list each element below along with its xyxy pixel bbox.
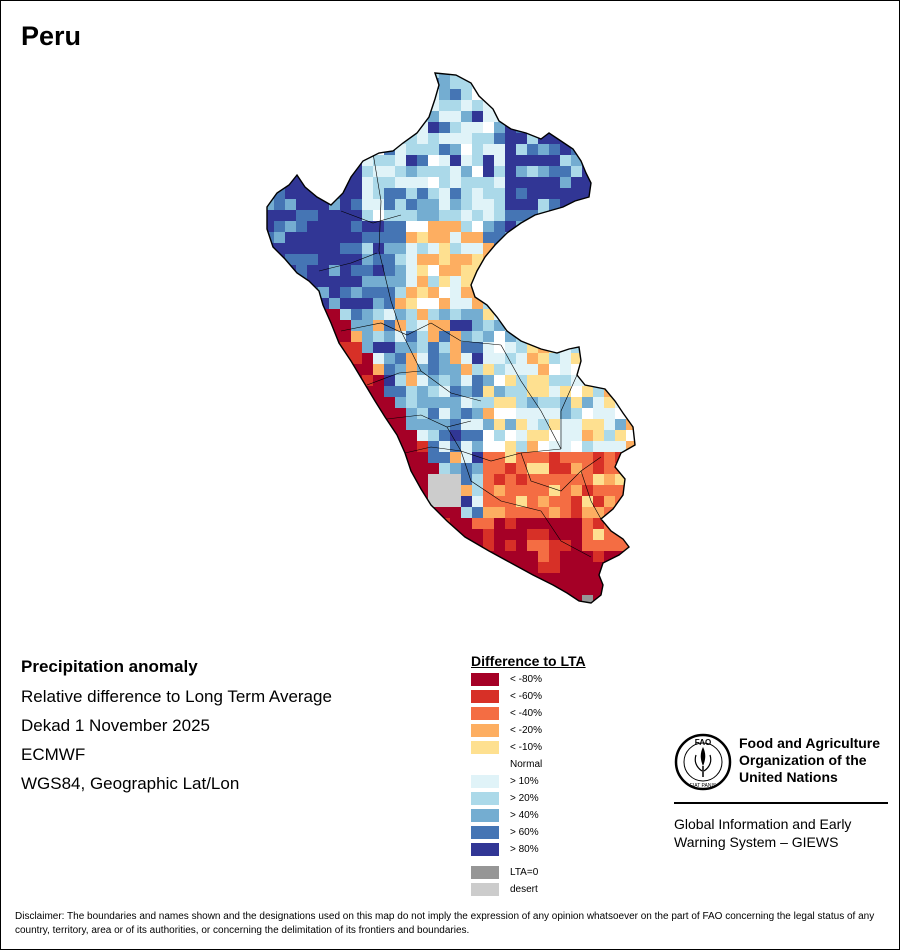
legend-title: Difference to LTA [471, 653, 586, 669]
legend-label: > 20% [510, 793, 539, 804]
fao-name-line-3: United Nations [739, 769, 838, 785]
map-title: Peru [21, 21, 82, 51]
legend-label: > 80% [510, 844, 539, 855]
info-line-1: Relative difference to Long Term Average [21, 687, 332, 706]
fao-divider [674, 802, 888, 804]
legend-label: < -60% [510, 691, 542, 702]
legend-label: > 60% [510, 827, 539, 838]
legend-label: < -20% [510, 725, 542, 736]
legend-label: > 40% [510, 810, 539, 821]
legend-label: > 10% [510, 776, 539, 787]
legend-label: < -80% [510, 674, 542, 685]
fao-name-line-1: Food and Agriculture [739, 735, 881, 751]
legend-swatch [471, 724, 499, 737]
legend-swatch [471, 843, 499, 856]
fao-name-line-2: Organization of the [739, 752, 867, 768]
legend-label: < -40% [510, 708, 542, 719]
legend-swatch [471, 883, 499, 896]
legend-swatch [471, 792, 499, 805]
legend-swatch [471, 809, 499, 822]
map-info: Precipitation anomaly Relative differenc… [21, 657, 332, 803]
svg-text:FAO: FAO [695, 738, 711, 747]
precipitation-map [266, 72, 636, 604]
legend-label: LTA=0 [510, 867, 539, 878]
legend-label: desert [510, 884, 538, 895]
info-heading: Precipitation anomaly [21, 657, 198, 676]
info-line-3: ECMWF [21, 745, 86, 764]
legend-label: < -10% [510, 742, 542, 753]
info-line-2: Dekad 1 November 2025 [21, 716, 211, 735]
anomaly-grid [267, 73, 635, 603]
legend-label: Normal [510, 759, 543, 770]
disclaimer: Disclaimer: The boundaries and names sho… [15, 911, 875, 936]
fao-logo: FAO FIAT PANIS Food and Agriculture Orga… [674, 733, 888, 850]
fao-name: Food and Agriculture Organization of the… [739, 735, 899, 786]
legend-swatch [471, 775, 499, 788]
info-line-4: WGS84, Geographic Lat/Lon [21, 774, 240, 793]
svg-text:FIAT PANIS: FIAT PANIS [690, 783, 717, 789]
giews-name: Global Information and Early Warning Sys… [674, 815, 894, 851]
legend-swatch [471, 690, 499, 703]
legend-swatch [471, 673, 499, 686]
giews-line-2: Warning System – GIEWS [674, 834, 839, 850]
department-boundaries [318, 152, 602, 558]
legend-swatch [471, 741, 499, 754]
giews-line-1: Global Information and Early [674, 816, 852, 832]
legend-swatch [471, 866, 499, 879]
legend-swatch [471, 826, 499, 839]
legend: Difference to LTA < -80% < -60% < -40% < -2… [471, 653, 586, 896]
legend-swatch [471, 707, 499, 720]
fao-emblem-icon: FAO FIAT PANIS [674, 733, 732, 791]
